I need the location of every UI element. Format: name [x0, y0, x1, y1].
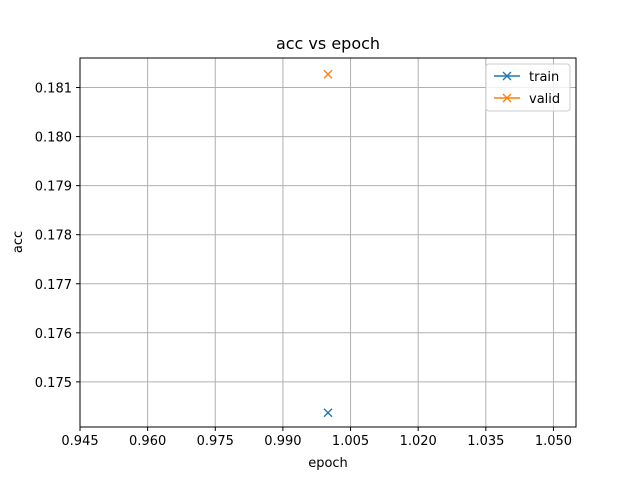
legend: train valid	[485, 63, 571, 112]
y-tick-label: 0.179	[35, 180, 72, 195]
x-tick-label: 0.975	[197, 434, 234, 449]
legend-item-train: train	[494, 70, 559, 85]
legend-marker	[502, 71, 512, 81]
plot-frame	[79, 57, 577, 428]
y-tick-label: 0.176	[35, 327, 72, 342]
series	[323, 69, 333, 418]
y-tick-label: 0.180	[35, 131, 72, 146]
x-tick-label: 1.050	[535, 434, 572, 449]
y-tick-label: 0.178	[35, 229, 72, 244]
series-train	[323, 408, 333, 418]
series-valid	[323, 69, 333, 79]
x-axis-label: epoch	[308, 456, 348, 471]
x-tick-label: 1.035	[467, 434, 504, 449]
y-axis-label: acc	[11, 231, 26, 253]
legend-label: valid	[529, 92, 560, 107]
grid	[79, 58, 576, 427]
legend-item-valid: valid	[494, 92, 560, 107]
y-tick-label: 0.181	[35, 82, 72, 97]
x-tick-label: 0.945	[61, 434, 98, 449]
x-axis-ticks: 0.945 0.960 0.975 0.990 1.005 1.020 1.035 1.050	[61, 427, 572, 449]
x-tick-label: 0.990	[264, 434, 301, 449]
legend-marker	[502, 93, 512, 103]
y-tick-label: 0.175	[35, 376, 72, 391]
data-point-marker	[323, 408, 333, 418]
x-tick-label: 1.005	[332, 434, 369, 449]
x-tick-label: 0.960	[129, 434, 166, 449]
y-tick-label: 0.177	[35, 278, 72, 293]
legend-label: train	[529, 70, 559, 85]
chart-title: acc vs epoch	[276, 34, 380, 53]
data-point-marker	[323, 69, 333, 79]
x-tick-label: 1.020	[400, 434, 437, 449]
y-axis-ticks: 0.175 0.176 0.177 0.178 0.179 0.180 0.181	[35, 82, 80, 391]
